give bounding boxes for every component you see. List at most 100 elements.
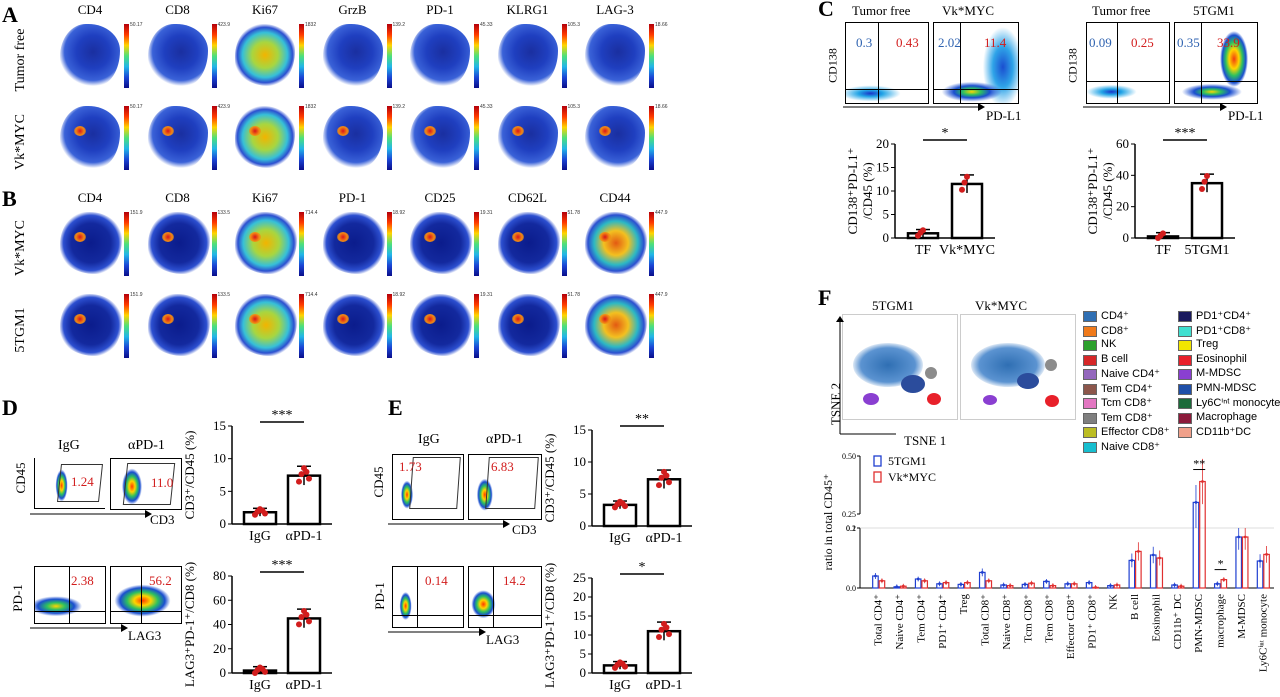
data-point <box>1199 185 1205 192</box>
tsne-map <box>322 106 383 168</box>
y-tick-label: 10 <box>876 183 889 198</box>
marker-title: PD-1 <box>426 2 454 17</box>
y-tick-label: 5 <box>580 486 587 501</box>
data-point <box>1094 586 1098 589</box>
tsne-title-5tgm1: 5TGM1 <box>872 298 914 313</box>
data-point <box>622 503 628 510</box>
y-tick-label: 0 <box>1123 230 1130 245</box>
hotspot <box>161 314 174 324</box>
data-point <box>1008 584 1012 587</box>
tsne-map <box>147 24 208 86</box>
tsne-map-vkmyc <box>960 314 1076 420</box>
legend-label: Tem CD4⁺ <box>1101 382 1153 395</box>
data-point <box>1160 230 1166 237</box>
facs-label-apd1-e: αPD-1 <box>486 432 523 447</box>
facs-title-tumor-free-2: Tumor free <box>1092 3 1151 18</box>
legend-swatch <box>873 471 882 483</box>
x-tick-label: αPD-1 <box>286 529 323 544</box>
x-tick-label: Total CD8⁺ <box>980 594 992 646</box>
color-scale-max: 51.78 <box>567 292 581 298</box>
data-point <box>923 579 927 583</box>
x-tick-label: αPD-1 <box>286 678 323 693</box>
legend-label: CD11b⁺DC <box>1196 426 1252 438</box>
y-tick-label: 0.2 <box>846 524 856 533</box>
y-tick-label: 0.50 <box>842 452 856 461</box>
color-scale-bar <box>211 294 217 358</box>
legend-label: Eosinophil <box>1196 352 1247 365</box>
facs-yaxis-pd1-e: PD-1 <box>372 582 387 610</box>
facs-xaxis-lag3-e: LAG3 <box>486 632 520 647</box>
row-label: Tumor free <box>13 28 28 92</box>
x-tick-label: macrophage <box>1215 594 1227 648</box>
tsne-map <box>585 106 645 168</box>
legend-swatch <box>1083 412 1097 424</box>
legend-label: CD8⁺ <box>1101 324 1129 337</box>
data-point <box>959 583 963 586</box>
x-tick-label: PD1⁺ CD4⁺ <box>937 594 949 649</box>
data-point <box>1030 581 1033 585</box>
color-scale-max: 45.33 <box>480 104 493 110</box>
ratio-bar-chart: 0.0 0.10.2 0.25 0.50 ratio in total CD45⁺ Tot… <box>821 452 1274 672</box>
facs-d-igg-pd1: 2.38 <box>34 566 106 624</box>
color-scale-max: 133.5 <box>217 210 231 216</box>
data-point <box>1051 584 1055 587</box>
color-scale-max: 18.66 <box>655 104 668 110</box>
tsne-map <box>410 212 472 274</box>
facs-value: 14.2 <box>503 573 526 588</box>
y-tick-label: 15 <box>573 422 586 437</box>
tsne-map <box>147 106 208 168</box>
data-point <box>1109 584 1112 587</box>
y-tick-label: 20 <box>213 641 226 656</box>
facs-plot-5tgm1: 0.35 33.9 <box>1174 22 1258 104</box>
color-scale-bar <box>124 24 129 88</box>
y-tick-label: 0 <box>220 516 227 531</box>
hotspot <box>336 126 349 136</box>
facs-title-5tgm1: 5TGM1 <box>1193 3 1235 18</box>
facs-xaxis-pdl1-2: PD-L1 <box>1228 108 1264 123</box>
data-point <box>1222 578 1226 581</box>
color-scale-bar <box>124 106 129 170</box>
color-scale-max: 105.3 <box>567 104 581 110</box>
data-point <box>298 613 305 620</box>
color-scale-bar <box>649 24 654 88</box>
data-point <box>1201 480 1204 483</box>
legend-label: Vk*MYC <box>888 470 936 484</box>
legend-swatch <box>1178 354 1192 366</box>
data-point <box>944 581 948 584</box>
legend-swatch <box>1178 427 1192 438</box>
x-tick-label: NK <box>1108 594 1120 610</box>
data-point <box>1130 559 1134 562</box>
marker-title: CD25 <box>424 190 456 205</box>
color-scale-bar <box>386 294 392 358</box>
data-point <box>306 618 312 625</box>
hotspot <box>161 232 174 242</box>
facs-title-tumor-free-1: Tumor free <box>852 3 911 18</box>
x-tick-label: Vk*MYC <box>939 243 995 258</box>
color-scale-bar <box>649 106 654 170</box>
data-point <box>663 624 670 631</box>
marker-title: CD62L <box>508 190 547 205</box>
y-tick-label: 40 <box>213 617 226 632</box>
color-scale-bar <box>386 212 392 276</box>
data-point <box>938 582 941 586</box>
panel-label-c: C <box>818 0 834 21</box>
data-point <box>1201 178 1208 185</box>
legend-label: Treg <box>1196 338 1219 350</box>
x-tick-label: M-MDSC <box>1236 594 1248 639</box>
data-point <box>296 478 302 485</box>
hotspot <box>511 126 524 136</box>
facs-value: 1.73 <box>399 459 422 474</box>
x-tick-label: Eosinophil <box>1150 594 1162 642</box>
data-point <box>880 579 884 583</box>
color-scale-max: 19.31 <box>480 210 493 216</box>
data-point <box>1023 583 1027 586</box>
hotspot <box>599 314 611 324</box>
significance-label: *** <box>1175 126 1196 141</box>
legend-swatch <box>1178 383 1192 395</box>
hotspot <box>511 232 524 242</box>
tsne-map <box>585 294 647 356</box>
facs-d-apd1: 11.0 <box>110 458 182 510</box>
color-scale-bar <box>211 24 217 88</box>
legend-swatch <box>1083 340 1097 351</box>
marker-title: CD8 <box>165 190 190 205</box>
